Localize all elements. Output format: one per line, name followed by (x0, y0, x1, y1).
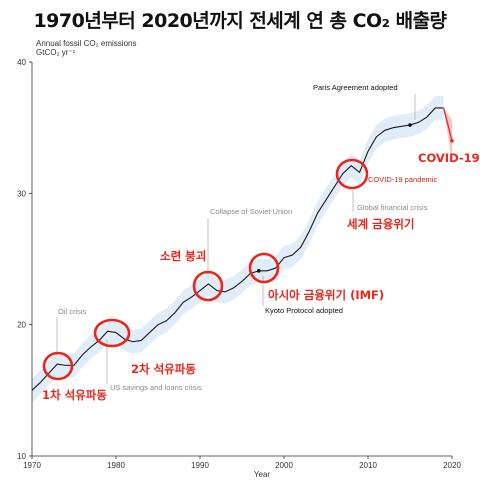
annotation-kyoto: Kyoto Protocol adopted (265, 306, 343, 315)
uncertainty-band (32, 96, 444, 403)
annotation-oil-crisis: Oil crisis (58, 307, 87, 316)
callout-circle-oil-crisis-2 (93, 318, 131, 348)
callout-label-oil-crisis-2: 2차 석유파동 (131, 362, 196, 376)
y-axis-unit: GtCO₂ yr⁻¹ (36, 48, 76, 57)
callout-label-soviet: 소련 붕괴 (160, 249, 206, 263)
annotation-paris: Paris Agreement adopted (313, 83, 398, 92)
x-tick-label: 1980 (107, 461, 125, 470)
annotation-financial-crisis: Global financial crisis (357, 203, 428, 212)
callout-label-financial: 세계 금융위기 (347, 217, 414, 231)
x-tick-label: 2010 (359, 461, 377, 470)
annotation-savings-loans: US savings and loans crisis (110, 383, 202, 392)
callout-circle-asia (248, 252, 280, 284)
covid-uncertainty-band (443, 107, 452, 162)
callout-label-oil-crisis-1: 1차 석유파동 (42, 388, 107, 402)
emissions-line (31, 107, 444, 391)
x-tick-label: 2020 (443, 461, 461, 470)
x-tick-label: 2000 (275, 461, 293, 470)
y-tick-label: 20 (17, 321, 26, 330)
callout-circle-oil-crisis-1 (42, 351, 74, 381)
x-tick-label: 1990 (191, 461, 209, 470)
annotation-covid-pandemic: COVID-19 pandemic (368, 175, 437, 184)
y-tick-label: 30 (17, 189, 26, 198)
y-tick-label: 10 (17, 452, 26, 461)
y-axis-label: Annual fossil CO₂ emissions (36, 39, 136, 48)
covid-line (442, 107, 453, 141)
x-axis-label: Year (254, 470, 271, 479)
callout-circle-soviet (192, 270, 224, 302)
covid-point (450, 139, 454, 143)
callout-label-asia: 아시아 금융위기 (IMF) (268, 288, 384, 302)
x-tick-label: 1970 (23, 461, 41, 470)
y-tick-label: 40 (17, 58, 26, 67)
event-point (257, 269, 261, 273)
callout-label-covid: COVID-19 (418, 151, 480, 165)
chart-title: 1970년부터 2020년까지 전세계 연 총 CO₂ 배출량 (33, 10, 447, 32)
event-point (408, 123, 412, 127)
annotation-soviet-collapse: Collapse of Soviet Union (210, 207, 292, 216)
callout-circle-financial (335, 158, 369, 190)
